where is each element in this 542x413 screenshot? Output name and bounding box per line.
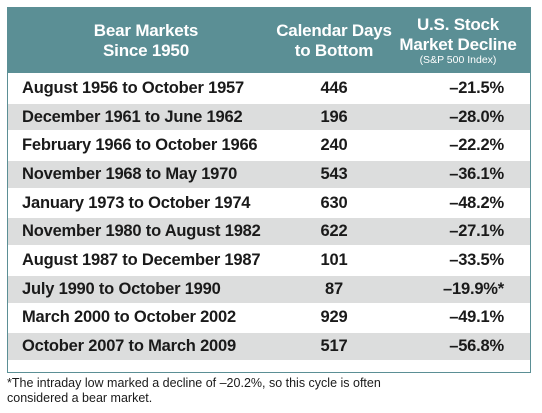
table-row: January 1973 to October 1974 630 –48.2% <box>8 187 530 217</box>
table-row: November 1968 to May 1970 543 –36.1% <box>8 159 530 188</box>
decline-cell: –22.2% <box>449 136 504 155</box>
days-cell: 630 <box>320 193 348 212</box>
header-bear-markets-line-1: Bear Markets <box>93 20 199 40</box>
table-row: February 1966 to October 1966 240 –22.2% <box>8 130 530 160</box>
header-market-decline: U.S. Stock Market Decline (S&P 500 Index… <box>386 8 530 73</box>
table-row: July 1990 to October 1990 87 –19.9%* <box>8 273 530 303</box>
days-cell: 622 <box>320 222 348 241</box>
days-cell: 517 <box>320 337 348 356</box>
decline-cell: –33.5% <box>449 250 504 269</box>
decline-cell: –28.0% <box>449 107 504 126</box>
table-row: December 1961 to June 1962 196 –28.0% <box>8 101 530 131</box>
decline-cell: –21.5% <box>449 78 504 97</box>
table-header: Bear Markets Since 1950 Calendar Days to… <box>8 8 530 73</box>
header-market-decline-sublabel: (S&P 500 Index) <box>419 54 497 66</box>
header-calendar-days-line-1: Calendar Days <box>276 20 392 40</box>
decline-cell: –56.8% <box>449 337 504 356</box>
table-row: August 1987 to December 1987 101 –33.5% <box>8 245 530 274</box>
header-calendar-days-line-2: to Bottom <box>294 40 374 60</box>
days-cell: 196 <box>320 107 348 126</box>
table-row: October 2007 to March 2009 517 –56.8% <box>8 331 530 360</box>
decline-cell: –49.1% <box>449 308 504 327</box>
table-body: August 1956 to October 1957 446 –21.5% Dece… <box>8 73 530 360</box>
footnote: *The intraday low marked a decline of –2… <box>7 376 531 406</box>
decline-cell: –19.9%* <box>443 279 504 298</box>
bear-market-table: Bear Markets Since 1950 Calendar Days to… <box>7 7 531 373</box>
decline-cell: –27.1% <box>449 222 504 241</box>
header-calendar-days: Calendar Days to Bottom <box>252 8 416 73</box>
days-cell: 929 <box>320 308 348 327</box>
days-cell: 101 <box>320 250 348 269</box>
period-cell: August 1956 to October 1957 <box>22 78 245 97</box>
footnote-line-2: considered a bear market. <box>7 391 153 405</box>
header-market-decline-line-2: Market Decline <box>399 35 517 54</box>
period-cell: March 2000 to October 2002 <box>22 308 236 327</box>
period-cell: October 2007 to March 2009 <box>22 337 236 356</box>
table-row: March 2000 to October 2002 929 –49.1% <box>8 302 530 332</box>
period-cell: January 1973 to October 1974 <box>22 193 251 212</box>
days-cell: 240 <box>320 136 348 155</box>
header-bear-markets: Bear Markets Since 1950 <box>8 8 284 73</box>
period-cell: November 1980 to August 1982 <box>22 222 261 241</box>
period-cell: November 1968 to May 1970 <box>22 164 238 183</box>
footnote-line-1: *The intraday low marked a decline of –2… <box>7 376 381 390</box>
period-cell: December 1961 to June 1962 <box>22 107 243 126</box>
header-market-decline-line-1: U.S. Stock <box>416 15 500 34</box>
days-cell: 543 <box>320 164 348 183</box>
decline-cell: –48.2% <box>449 193 504 212</box>
decline-cell: –36.1% <box>449 164 504 183</box>
days-cell: 87 <box>325 279 343 298</box>
table-row: August 1956 to October 1957 446 –21.5% <box>8 73 530 102</box>
period-cell: February 1966 to October 1966 <box>22 136 258 155</box>
period-cell: July 1990 to October 1990 <box>22 279 221 298</box>
table-row: November 1980 to August 1982 622 –27.1% <box>8 216 530 246</box>
days-cell: 446 <box>320 78 348 97</box>
header-bear-markets-line-2: Since 1950 <box>103 40 189 60</box>
period-cell: August 1987 to December 1987 <box>22 250 261 269</box>
